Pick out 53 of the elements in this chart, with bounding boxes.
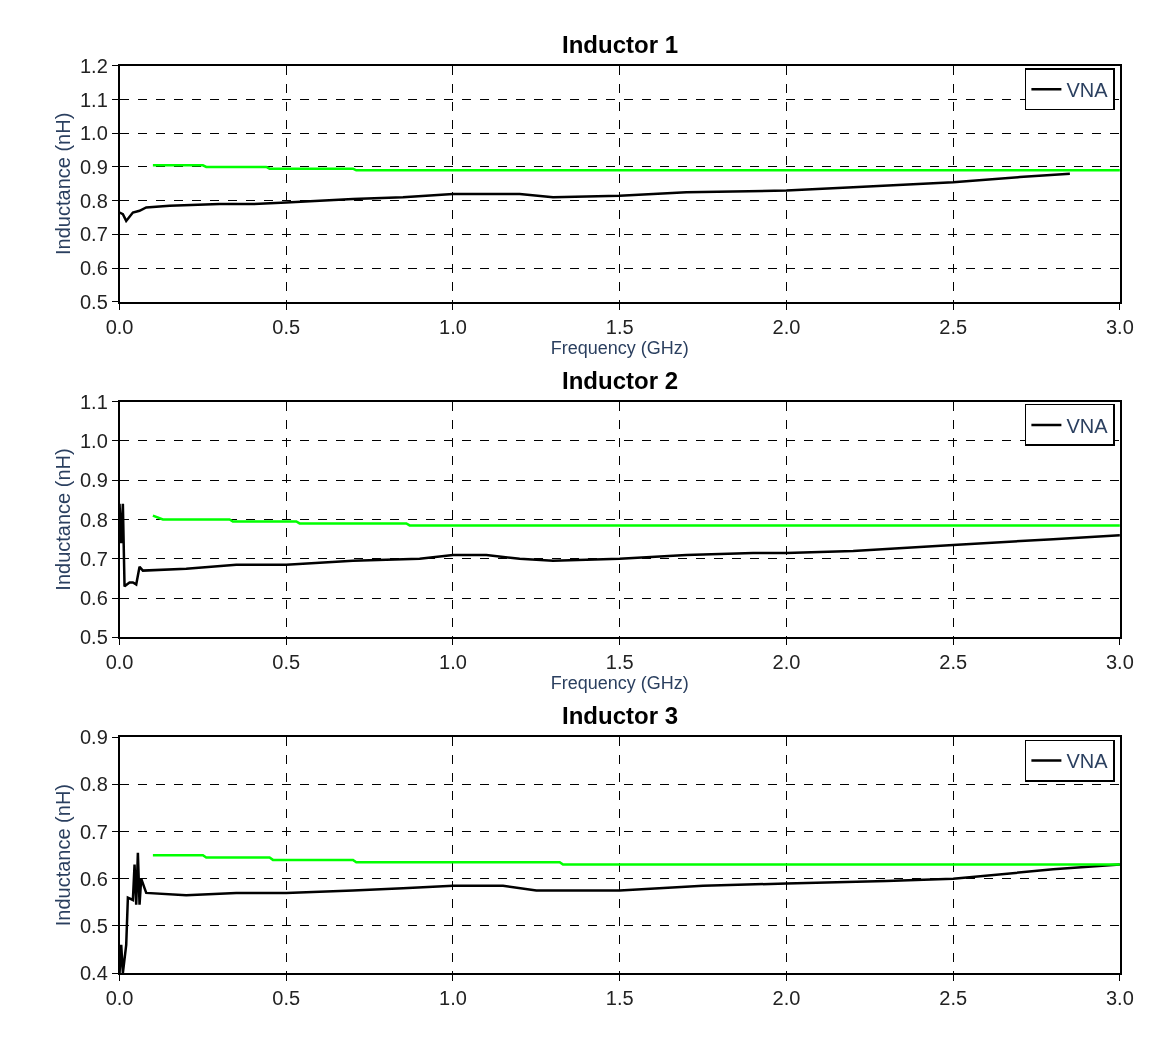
legend-label: VNA bbox=[1066, 79, 1109, 102]
x-axis-title: Frequency (GHz) bbox=[550, 673, 689, 694]
x-tick-label: 0.5 bbox=[272, 651, 301, 674]
x-tick-label: 1.0 bbox=[439, 986, 467, 1009]
x-tick-label: 1.5 bbox=[605, 651, 634, 674]
y-tick-label: 0.5 bbox=[79, 290, 108, 313]
chart-title: Inductor 3 bbox=[562, 702, 679, 729]
x-tick-label: 1.5 bbox=[605, 986, 634, 1009]
x-tick-label: 2.5 bbox=[939, 315, 968, 338]
legend-label: VNA bbox=[1066, 414, 1109, 437]
y-tick-label: 0.6 bbox=[79, 867, 108, 890]
x-tick-label: 0.5 bbox=[272, 986, 301, 1009]
y-tick-label: 0.8 bbox=[79, 773, 108, 796]
x-tick-label: 0.0 bbox=[105, 986, 134, 1009]
y-tick-label: 0.8 bbox=[79, 508, 108, 531]
y-tick-label: 1.1 bbox=[79, 88, 108, 111]
y-tick-label: 0.7 bbox=[79, 547, 108, 570]
x-tick-label: 3.0 bbox=[1105, 651, 1134, 674]
legend-label: VNA bbox=[1066, 750, 1109, 773]
x-tick-label: 0.0 bbox=[105, 651, 134, 674]
x-tick-label: 2.5 bbox=[939, 651, 968, 674]
y-tick-label: 1.1 bbox=[79, 390, 108, 413]
y-axis-title: Inductance (nH) bbox=[51, 448, 74, 591]
y-tick-label: 0.7 bbox=[79, 223, 108, 246]
x-tick-label: 2.0 bbox=[772, 651, 801, 674]
x-tick-label: 1.0 bbox=[439, 315, 467, 338]
chart-title: Inductor 2 bbox=[562, 367, 679, 394]
y-axis-title: Inductance (nH) bbox=[51, 784, 74, 927]
x-tick-label: 2.5 bbox=[939, 986, 968, 1009]
y-tick-label: 0.5 bbox=[79, 914, 108, 937]
x-axis-title: Frequency (GHz) bbox=[550, 337, 689, 358]
x-tick-label: 1.5 bbox=[605, 315, 634, 338]
x-tick-label: 3.0 bbox=[1105, 986, 1134, 1009]
y-tick-label: 0.8 bbox=[79, 189, 108, 212]
y-tick-label: 1.0 bbox=[79, 429, 108, 452]
y-tick-label: 0.9 bbox=[79, 155, 108, 178]
y-tick-label: 0.5 bbox=[79, 626, 108, 649]
y-tick-label: 0.9 bbox=[79, 469, 108, 492]
y-tick-label: 0.9 bbox=[79, 726, 108, 749]
y-tick-label: 0.4 bbox=[79, 962, 108, 985]
y-axis-title: Inductance (nH) bbox=[51, 112, 74, 255]
x-tick-label: 0.0 bbox=[105, 315, 134, 338]
y-tick-label: 0.6 bbox=[79, 257, 108, 280]
x-tick-label: 2.0 bbox=[772, 315, 801, 338]
y-tick-label: 0.6 bbox=[79, 587, 108, 610]
x-tick-label: 0.5 bbox=[272, 315, 301, 338]
x-tick-label: 1.0 bbox=[439, 651, 467, 674]
chart-title: Inductor 1 bbox=[562, 31, 679, 58]
y-tick-label: 0.7 bbox=[79, 820, 108, 843]
x-tick-label: 2.0 bbox=[772, 986, 801, 1009]
y-tick-label: 1.2 bbox=[79, 54, 108, 77]
x-tick-label: 3.0 bbox=[1105, 315, 1134, 338]
y-tick-label: 1.0 bbox=[79, 122, 108, 145]
